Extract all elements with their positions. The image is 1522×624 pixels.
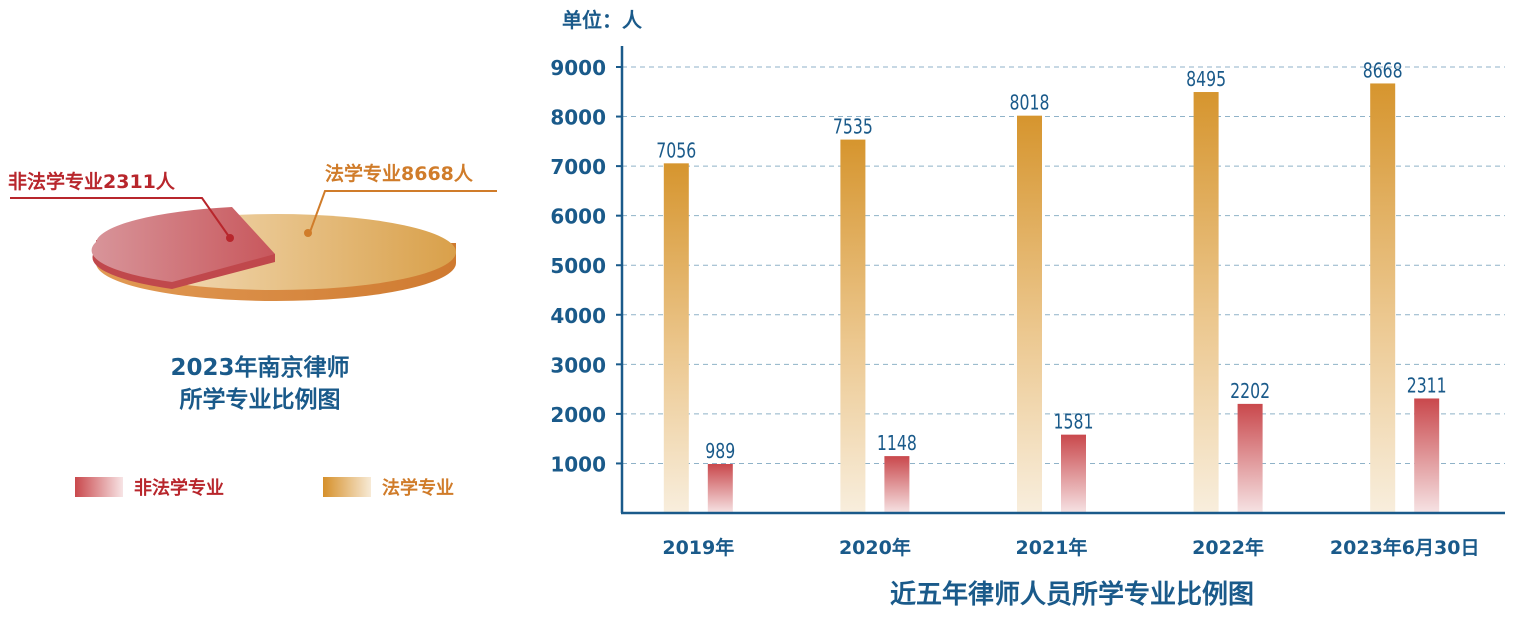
- y-tick-label: 9000: [550, 56, 606, 80]
- y-tick-label: 6000: [550, 205, 606, 229]
- bar-nonlaw: [1414, 398, 1440, 513]
- legend-swatch-nonlaw: [75, 477, 123, 497]
- bar-law: [1370, 83, 1396, 513]
- x-tick-label: 2023年6月30日: [1330, 536, 1480, 559]
- data-label: 8495: [1186, 67, 1226, 91]
- data-label: 7056: [656, 138, 696, 162]
- bars-layer: 7056 989 2019年 7535 1148 2020年 8018 1581 2021年 84…: [656, 58, 1479, 559]
- data-label: 989: [705, 439, 735, 463]
- data-label: 1148: [877, 431, 917, 455]
- y-tick-label: 1000: [550, 452, 606, 476]
- bar-law: [840, 139, 866, 514]
- data-label: 2311: [1407, 373, 1447, 397]
- y-tick-label: 5000: [550, 254, 606, 278]
- bar-nonlaw: [1061, 434, 1086, 513]
- data-label: 7535: [833, 115, 873, 139]
- y-tick-label: 8000: [550, 106, 606, 130]
- x-tick-label: 2020年: [839, 536, 911, 559]
- data-label: 2202: [1230, 379, 1270, 403]
- pie-title-line2: 所学专业比例图: [180, 386, 341, 413]
- legend-label-law: 法学专业: [382, 477, 454, 499]
- pie-slice-nonlaw: [91, 207, 275, 282]
- y-tick-label: 4000: [550, 304, 606, 328]
- pie-title-line1: 2023年南京律师: [170, 354, 349, 381]
- bar-nonlaw: [1237, 403, 1263, 513]
- bar-chart-title: 近五年律师人员所学专业比例图: [890, 579, 1254, 610]
- nonlaw-callout-label: 非法学专业2311人: [8, 170, 176, 193]
- nonlaw-callout-line: [10, 197, 231, 239]
- x-tick-label: 2021年: [1016, 536, 1088, 559]
- data-label: 1581: [1054, 410, 1094, 434]
- law-callout-label: 法学专业8668人: [325, 162, 474, 185]
- bar-law: [1017, 115, 1042, 513]
- y-tick-label: 2000: [550, 403, 606, 427]
- x-tick-label: 2019年: [662, 536, 734, 559]
- data-label: 8668: [1363, 58, 1403, 82]
- law-callout-line: [309, 190, 497, 233]
- grid-layer: 1000 2000 3000 4000 5000 6000 7000 8000 9000: [550, 56, 1505, 476]
- y-tick-label: 3000: [550, 353, 606, 377]
- bar-nonlaw: [707, 463, 733, 513]
- bar-law: [1193, 92, 1219, 513]
- pie-chart: 非法学专业2311人 法学专业8668人 2023年南京律师 所学专业比例图 非…: [8, 162, 497, 499]
- law-callout-dot: [304, 229, 312, 237]
- bar-law: [663, 163, 689, 513]
- bar-nonlaw: [884, 456, 910, 513]
- legend-label-nonlaw: 非法学专业: [134, 477, 224, 499]
- x-tick-label: 2022年: [1192, 536, 1264, 559]
- bar-chart: 单位：人 1000 2000 3000 4000 5000 6000 7000 8000 900…: [550, 8, 1505, 610]
- unit-label: 单位：人: [562, 8, 643, 32]
- legend-swatch-law: [323, 477, 371, 497]
- y-tick-label: 7000: [550, 155, 606, 179]
- nonlaw-callout-dot: [226, 234, 234, 242]
- data-label: 8018: [1010, 91, 1050, 115]
